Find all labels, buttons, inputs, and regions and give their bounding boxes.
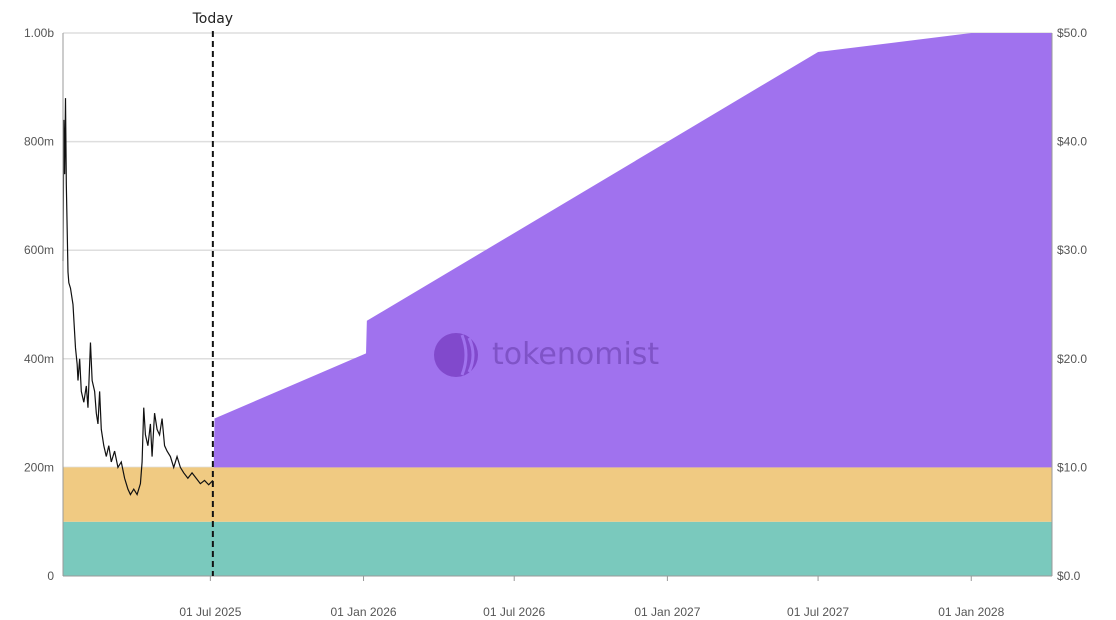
area-series-0: [63, 521, 1052, 576]
area-series-2: [63, 33, 1052, 468]
watermark-text: tokenomist: [492, 337, 659, 372]
axes: [62, 33, 1053, 577]
left-tick-label: 1.00b: [24, 26, 54, 40]
x-tick-label: 01 Jan 2026: [330, 605, 396, 619]
x-tick-label: 01 Jul 2026: [483, 605, 545, 619]
tokenomist-logo-icon: [434, 333, 478, 377]
left-tick-label: 0: [47, 569, 54, 583]
x-tick-label: 01 Jan 2028: [938, 605, 1004, 619]
price-line: [62, 98, 214, 496]
tick-labels: 0 200m 400m 600m 800m 1.00b $0.0 $10.0 $20.0 $30.…: [24, 26, 1087, 619]
right-tick-label: $20.0: [1057, 352, 1087, 366]
x-tick-label: 01 Jul 2025: [179, 605, 241, 619]
area-series-1: [63, 467, 1052, 522]
left-tick-label: 600m: [24, 243, 54, 257]
right-tick-label: $0.0: [1057, 569, 1081, 583]
left-tick-label: 400m: [24, 352, 54, 366]
right-tick-label: $40.0: [1057, 135, 1087, 149]
left-tick-label: 800m: [24, 135, 54, 149]
watermark: tokenomist: [434, 333, 659, 377]
right-tick-label: $50.0: [1057, 26, 1087, 40]
x-tick-label: 01 Jul 2027: [787, 605, 849, 619]
unlock-areas: [63, 33, 1052, 576]
x-tick-label: 01 Jan 2027: [634, 605, 700, 619]
today-label: Today: [192, 11, 234, 27]
left-tick-label: 200m: [24, 460, 54, 474]
right-tick-label: $30.0: [1057, 243, 1087, 257]
right-tick-label: $10.0: [1057, 460, 1087, 474]
